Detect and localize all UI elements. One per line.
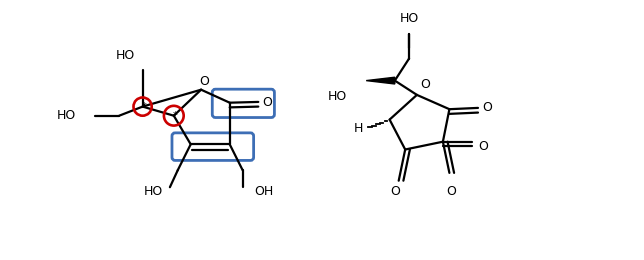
Text: O: O <box>446 185 456 198</box>
Text: HO: HO <box>57 109 76 122</box>
Text: HO: HO <box>115 49 135 62</box>
Text: O: O <box>420 78 430 91</box>
Text: H: H <box>354 122 364 135</box>
Text: *: * <box>142 102 146 112</box>
Text: O: O <box>478 140 488 153</box>
Text: O: O <box>482 101 492 114</box>
Text: O: O <box>390 185 400 198</box>
Text: *: * <box>173 111 178 121</box>
Polygon shape <box>366 77 395 84</box>
Text: OH: OH <box>254 185 274 198</box>
Text: O: O <box>262 96 272 109</box>
Text: HO: HO <box>399 12 419 25</box>
Text: HO: HO <box>327 90 346 103</box>
Text: HO: HO <box>144 185 164 198</box>
Text: O: O <box>199 75 209 88</box>
